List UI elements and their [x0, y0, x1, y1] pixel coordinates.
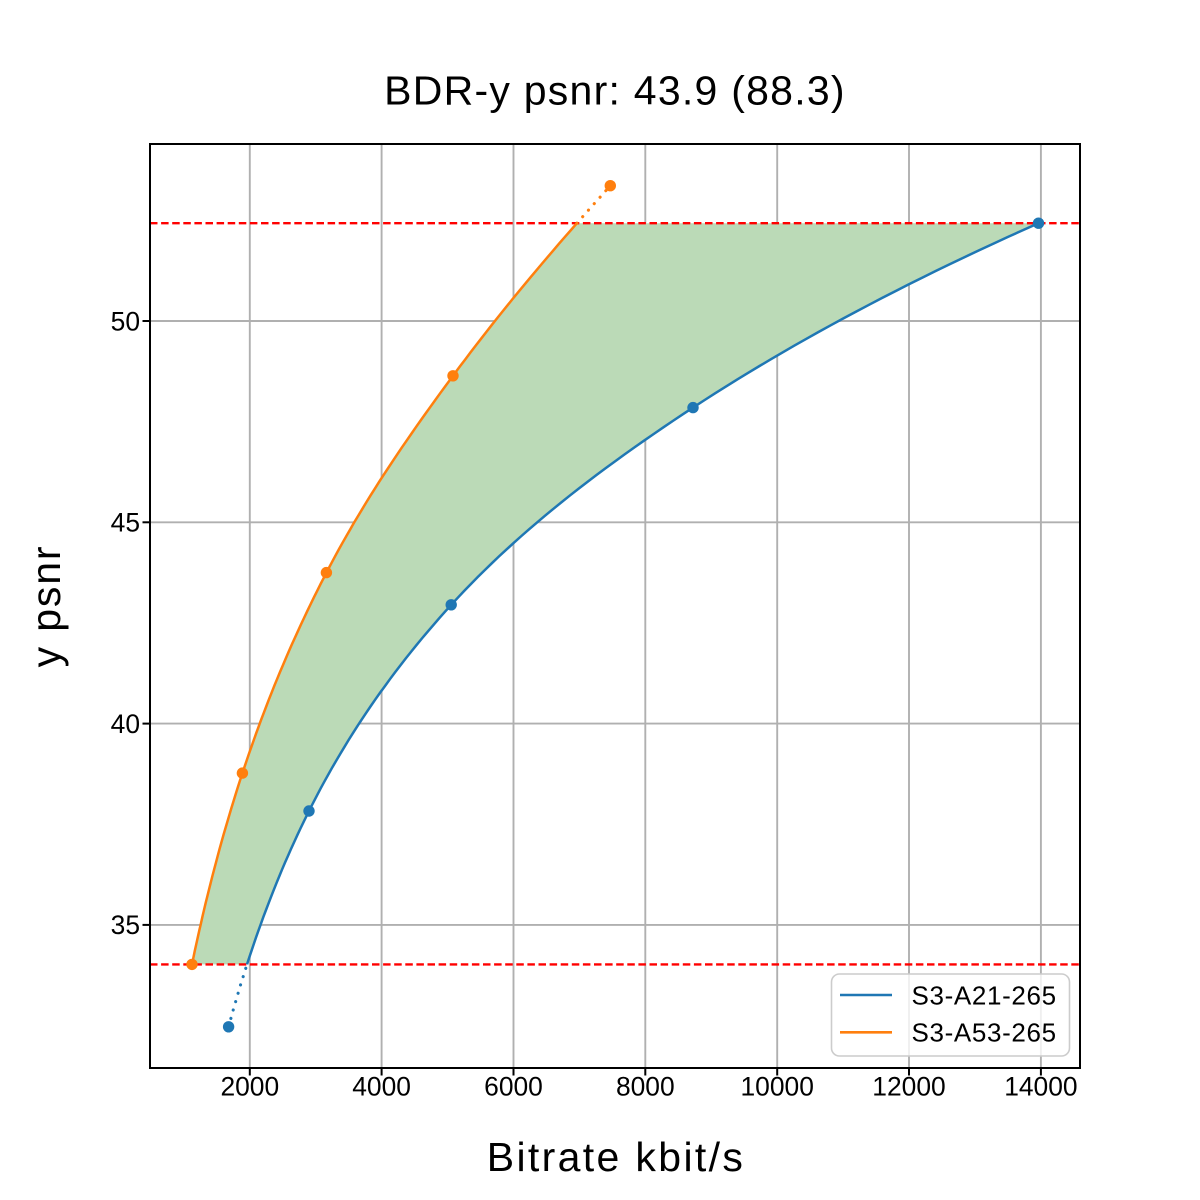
svg-text:6000: 6000: [484, 1072, 543, 1102]
svg-text:S3-A21-265: S3-A21-265: [912, 980, 1057, 1010]
svg-text:8000: 8000: [616, 1072, 675, 1102]
svg-text:45: 45: [111, 508, 140, 538]
svg-text:BDR-y psnr: 43.9 (88.3): BDR-y psnr: 43.9 (88.3): [384, 68, 846, 114]
svg-text:40: 40: [111, 709, 140, 739]
svg-text:12000: 12000: [872, 1072, 945, 1102]
svg-text:4000: 4000: [352, 1072, 411, 1102]
svg-text:10000: 10000: [741, 1072, 814, 1102]
svg-text:y psnr: y psnr: [23, 545, 69, 668]
svg-text:14000: 14000: [1004, 1072, 1077, 1102]
svg-text:Bitrate kbit/s: Bitrate kbit/s: [487, 1134, 745, 1180]
svg-text:35: 35: [111, 910, 140, 940]
svg-text:2000: 2000: [220, 1072, 279, 1102]
svg-text:S3-A53-265: S3-A53-265: [912, 1018, 1057, 1048]
svg-text:50: 50: [111, 306, 140, 336]
